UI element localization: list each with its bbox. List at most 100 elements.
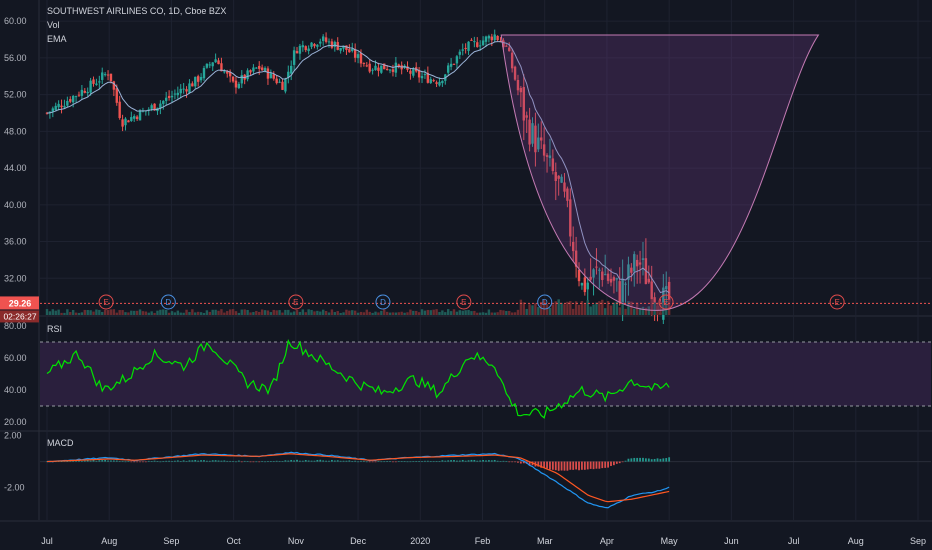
volume-bar (365, 309, 368, 315)
dividend-marker (160, 294, 176, 310)
candle-body (342, 45, 345, 49)
volume-bar (167, 312, 171, 315)
candle-body (217, 60, 220, 65)
volume-bar (164, 309, 168, 315)
vol-indicator-label[interactable]: Vol (47, 20, 60, 30)
candle-body (54, 105, 57, 111)
macd-histogram-bar (200, 460, 202, 462)
macd-histogram-bar (505, 461, 508, 462)
volume-bar (118, 310, 121, 315)
event-marker-label: E (103, 298, 108, 307)
volume-bar (330, 309, 334, 315)
candle-body (71, 95, 75, 103)
candle-body (86, 91, 89, 94)
candle-body (196, 76, 200, 82)
candle-body (574, 250, 578, 267)
macd-histogram-bar (438, 461, 441, 462)
volume-bar (196, 311, 200, 315)
candle-body (647, 278, 650, 283)
candle-body (426, 72, 430, 83)
volume-bar (383, 309, 386, 315)
volume-bar (243, 309, 246, 315)
earnings-marker (829, 294, 845, 310)
candle-body (464, 47, 467, 49)
macd-histogram-bar (453, 460, 455, 462)
macd-histogram-bar (159, 461, 162, 463)
candle-body (391, 69, 395, 72)
volume-bar (220, 309, 223, 315)
candle-body (441, 80, 444, 84)
macd-histogram-bar (386, 461, 389, 462)
macd-histogram-bar (182, 460, 185, 462)
macd-histogram-bar (578, 461, 580, 471)
macd-histogram-bar (278, 460, 281, 462)
macd-histogram-bar (89, 460, 92, 462)
macd-histogram-bar (72, 461, 75, 462)
volume-bar (141, 311, 145, 315)
candle-body (266, 68, 270, 79)
candle-body (557, 175, 560, 179)
price-tick-label: 32.00 (4, 273, 27, 283)
rsi-pane-title[interactable]: RSI (47, 324, 63, 334)
ema-indicator-label[interactable]: EMA (47, 34, 67, 44)
volume-bar (595, 302, 598, 315)
candle-body (359, 52, 363, 64)
volume-bar (630, 301, 633, 315)
macd-pane-title[interactable]: MACD (47, 438, 74, 448)
price-tick-label: 44.00 (4, 163, 27, 173)
macd-histogram-bar (659, 458, 662, 462)
candle-body (490, 36, 494, 41)
symbol-title[interactable]: SOUTHWEST AIRLINES CO, 1D, Cboe BZX (47, 6, 227, 16)
macd-histogram-bar (647, 458, 650, 462)
volume-bar (319, 311, 322, 315)
volume-bar (502, 310, 505, 315)
volume-bar (467, 309, 470, 315)
event-marker-label: E (461, 298, 466, 307)
candle-body (496, 35, 499, 41)
volume-bar (159, 309, 162, 315)
macd-histogram-bar (589, 461, 592, 469)
candle-body (124, 118, 127, 126)
price-tick-label: 52.00 (4, 90, 27, 100)
volume-bar (641, 306, 645, 315)
volume-bar (144, 311, 148, 315)
volume-bar (48, 311, 52, 315)
macd-histogram-bar (176, 460, 179, 462)
volume-bar (223, 312, 226, 315)
rsi-line (46, 339, 670, 419)
volume-bar (74, 312, 78, 315)
candle-body (412, 69, 415, 76)
macd-histogram-bar (60, 461, 63, 462)
candle-body (638, 262, 642, 265)
volume-bar (446, 309, 450, 315)
time-axis-label: Jul (788, 536, 800, 546)
candle-body (508, 47, 511, 52)
macd-histogram-bar (136, 461, 139, 463)
macd-histogram-bar (554, 461, 557, 471)
candle-body (569, 199, 572, 237)
volume-bar (528, 304, 531, 315)
candle-body (167, 95, 171, 99)
macd-histogram-bar (432, 461, 435, 463)
volume-bar (115, 312, 118, 315)
macd-histogram-bar (636, 457, 639, 462)
volume-bar (394, 312, 398, 315)
macd-histogram-bar (110, 460, 112, 462)
volume-bar (321, 309, 325, 315)
macd-histogram-bar (147, 460, 150, 462)
candle-body (51, 108, 55, 113)
candle-body (531, 123, 534, 144)
macd-histogram-bar (409, 461, 412, 463)
macd-histogram-bar (214, 460, 217, 462)
macd-histogram-bar (575, 461, 578, 470)
macd-histogram-bar (493, 459, 496, 462)
time-axis-label: 2020 (410, 536, 430, 546)
candle-body (580, 283, 584, 286)
volume-bar (609, 305, 613, 315)
macd-histogram-bar (267, 461, 269, 462)
price-tick-label: 60.00 (4, 16, 27, 26)
candle-body (554, 172, 557, 182)
candle-body (505, 45, 508, 47)
macd-histogram-bar (142, 461, 144, 463)
